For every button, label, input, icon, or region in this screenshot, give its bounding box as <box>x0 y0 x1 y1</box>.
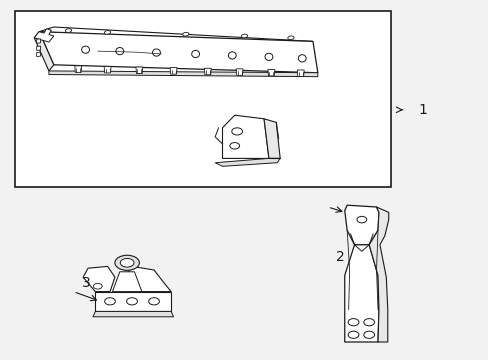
Ellipse shape <box>347 331 358 338</box>
Ellipse shape <box>81 46 89 53</box>
Polygon shape <box>39 32 317 73</box>
Polygon shape <box>75 66 81 72</box>
Ellipse shape <box>126 298 137 305</box>
Ellipse shape <box>231 128 242 135</box>
Polygon shape <box>170 68 177 74</box>
Polygon shape <box>236 69 243 75</box>
Polygon shape <box>112 272 142 292</box>
Polygon shape <box>344 245 378 342</box>
Ellipse shape <box>65 29 71 32</box>
Ellipse shape <box>228 52 236 59</box>
Bar <box>15 11 390 187</box>
Ellipse shape <box>191 50 199 58</box>
Ellipse shape <box>148 298 159 305</box>
Polygon shape <box>104 67 111 73</box>
Ellipse shape <box>287 36 293 40</box>
Ellipse shape <box>152 49 160 56</box>
Polygon shape <box>222 115 268 158</box>
Polygon shape <box>124 266 171 292</box>
Polygon shape <box>95 292 171 311</box>
Ellipse shape <box>356 216 366 223</box>
Ellipse shape <box>115 255 139 270</box>
Polygon shape <box>34 32 54 71</box>
Text: 3: 3 <box>81 276 90 289</box>
Ellipse shape <box>120 258 134 267</box>
Ellipse shape <box>104 298 115 305</box>
Polygon shape <box>204 68 211 75</box>
Text: 1: 1 <box>417 103 426 117</box>
Text: 2: 2 <box>335 251 344 264</box>
Polygon shape <box>368 207 388 342</box>
Ellipse shape <box>241 34 247 38</box>
Polygon shape <box>39 27 312 46</box>
Polygon shape <box>34 29 54 42</box>
Polygon shape <box>37 52 41 57</box>
Polygon shape <box>267 69 274 76</box>
Polygon shape <box>344 205 378 245</box>
Ellipse shape <box>93 283 102 289</box>
Ellipse shape <box>363 319 374 326</box>
Ellipse shape <box>104 31 110 34</box>
Polygon shape <box>37 46 41 50</box>
Ellipse shape <box>116 48 123 55</box>
Ellipse shape <box>229 143 239 149</box>
Ellipse shape <box>298 55 305 62</box>
Polygon shape <box>83 266 115 292</box>
Polygon shape <box>49 71 317 77</box>
Ellipse shape <box>264 53 272 60</box>
Polygon shape <box>215 158 280 166</box>
Polygon shape <box>297 70 304 76</box>
Ellipse shape <box>183 32 188 36</box>
Ellipse shape <box>347 319 358 326</box>
Polygon shape <box>37 39 41 43</box>
Polygon shape <box>264 119 280 158</box>
Polygon shape <box>136 67 142 73</box>
Ellipse shape <box>363 331 374 338</box>
Polygon shape <box>93 311 173 317</box>
